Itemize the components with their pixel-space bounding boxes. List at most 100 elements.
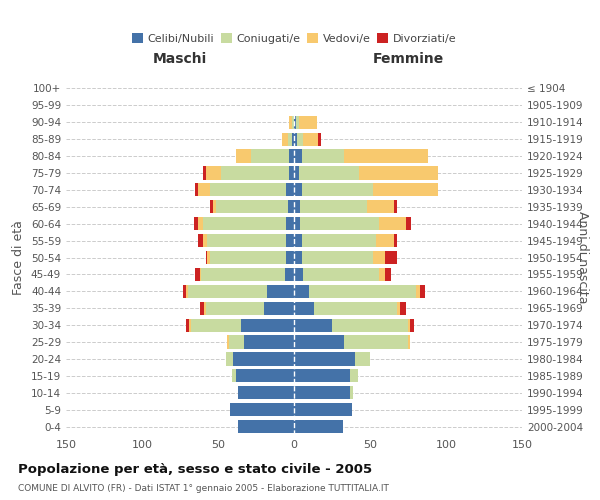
Bar	[297, 132, 303, 146]
Bar	[373, 251, 385, 264]
Bar	[208, 234, 286, 247]
Bar	[410, 318, 414, 332]
Bar	[229, 336, 244, 348]
Bar	[332, 318, 408, 332]
Text: Maschi: Maschi	[153, 52, 207, 66]
Bar	[294, 150, 302, 162]
Bar	[236, 150, 251, 162]
Bar	[206, 166, 221, 179]
Bar	[266, 284, 294, 298]
Bar	[194, 217, 198, 230]
Bar	[292, 132, 294, 146]
Bar	[302, 184, 373, 196]
Bar	[294, 336, 344, 348]
Bar	[230, 403, 294, 416]
Bar	[385, 268, 391, 281]
Bar	[191, 318, 241, 332]
Bar	[286, 217, 294, 230]
Bar	[294, 302, 314, 315]
Bar	[350, 386, 353, 400]
Bar	[217, 200, 288, 213]
Bar	[238, 386, 294, 400]
Bar	[211, 200, 214, 213]
Bar	[195, 184, 198, 196]
Bar	[300, 217, 379, 230]
Bar	[288, 200, 294, 213]
Bar	[294, 403, 352, 416]
Bar	[416, 284, 420, 298]
Bar	[198, 184, 211, 196]
Bar	[294, 352, 355, 366]
Bar	[319, 132, 322, 146]
Bar	[355, 352, 370, 366]
Bar	[282, 132, 288, 146]
Bar	[367, 200, 394, 213]
Bar	[373, 184, 439, 196]
Bar	[183, 284, 186, 298]
Bar	[296, 116, 299, 129]
Bar	[200, 302, 205, 315]
Bar	[350, 369, 358, 382]
Bar	[211, 184, 286, 196]
Bar	[309, 284, 416, 298]
Bar	[198, 217, 203, 230]
Bar	[299, 116, 317, 129]
Bar	[406, 217, 411, 230]
Bar	[294, 420, 343, 433]
Bar	[376, 234, 394, 247]
Bar	[244, 336, 294, 348]
Bar	[201, 268, 285, 281]
Text: Femmine: Femmine	[373, 52, 443, 66]
Bar	[198, 234, 203, 247]
Bar	[314, 302, 397, 315]
Bar	[294, 234, 302, 247]
Bar	[294, 116, 296, 129]
Bar	[400, 302, 406, 315]
Bar	[289, 166, 294, 179]
Bar	[203, 234, 208, 247]
Bar	[302, 150, 344, 162]
Y-axis label: Anni di nascita: Anni di nascita	[576, 211, 589, 304]
Bar	[211, 251, 286, 264]
Bar	[379, 217, 406, 230]
Bar	[286, 184, 294, 196]
Bar	[214, 200, 217, 213]
Bar	[294, 217, 300, 230]
Bar	[263, 302, 294, 315]
Bar	[344, 336, 408, 348]
Y-axis label: Fasce di età: Fasce di età	[13, 220, 25, 295]
Bar	[206, 251, 208, 264]
Bar	[285, 268, 294, 281]
Text: COMUNE DI ALVITO (FR) - Dati ISTAT 1° gennaio 2005 - Elaborazione TUTTITALIA.IT: COMUNE DI ALVITO (FR) - Dati ISTAT 1° ge…	[18, 484, 389, 493]
Bar	[303, 268, 379, 281]
Bar	[200, 268, 201, 281]
Bar	[397, 302, 400, 315]
Bar	[302, 251, 373, 264]
Bar	[203, 217, 286, 230]
Bar	[344, 150, 428, 162]
Bar	[359, 166, 439, 179]
Legend: Celibi/Nubili, Coniugati/e, Vedovi/e, Divorziati/e: Celibi/Nubili, Coniugati/e, Vedovi/e, Di…	[127, 29, 461, 48]
Bar	[203, 166, 206, 179]
Bar	[286, 234, 294, 247]
Bar	[206, 302, 263, 315]
Bar	[289, 116, 292, 129]
Bar	[189, 318, 191, 332]
Bar	[288, 132, 292, 146]
Bar	[420, 284, 425, 298]
Bar	[294, 369, 350, 382]
Bar	[205, 302, 206, 315]
Bar	[221, 166, 289, 179]
Bar	[294, 386, 350, 400]
Bar	[385, 251, 397, 264]
Bar	[294, 251, 302, 264]
Bar	[294, 200, 300, 213]
Bar	[236, 369, 294, 382]
Bar	[238, 420, 294, 433]
Bar	[294, 132, 297, 146]
Bar	[394, 200, 397, 213]
Bar	[294, 166, 299, 179]
Bar	[188, 284, 266, 298]
Bar	[294, 284, 309, 298]
Bar	[286, 251, 294, 264]
